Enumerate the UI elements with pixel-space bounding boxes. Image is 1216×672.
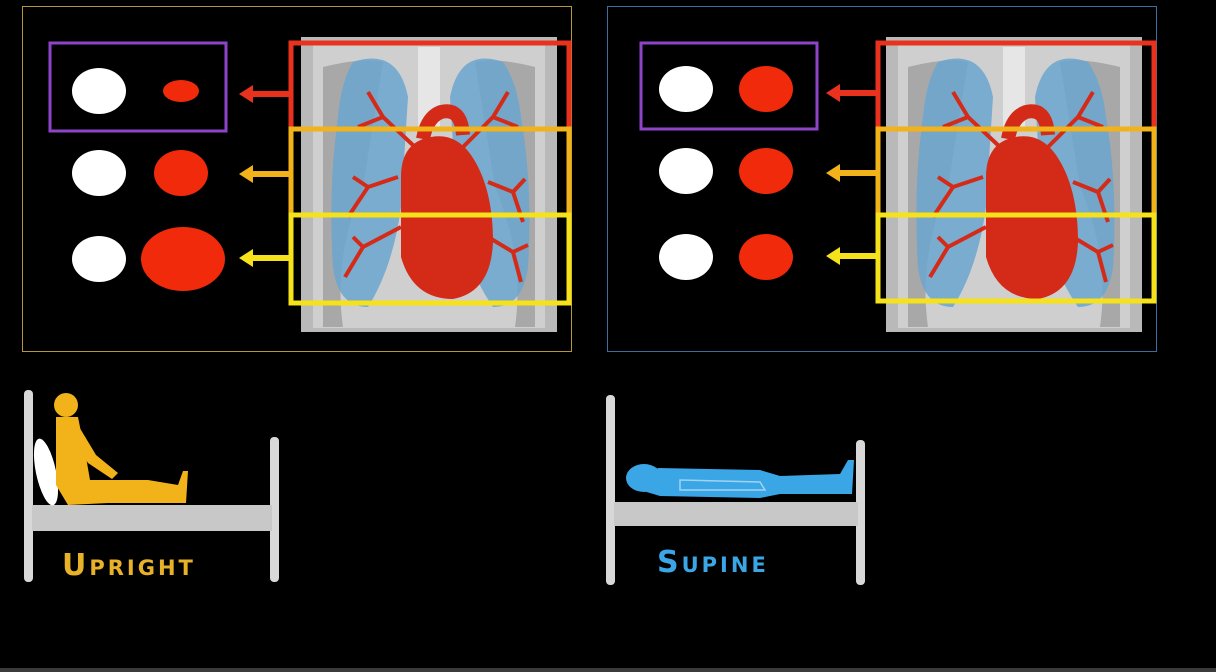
arrow-left-icon	[239, 85, 289, 103]
alveolus-top	[72, 68, 126, 114]
alveolus-middle	[659, 148, 713, 194]
supine-label: Supine	[657, 545, 769, 580]
upright-bed-figure	[24, 390, 279, 582]
selection-box	[639, 41, 819, 131]
arrow-left-icon	[826, 247, 876, 265]
vessel-middle	[154, 150, 208, 196]
chest-xray-icon	[301, 37, 557, 332]
alveolus-bottom	[72, 236, 126, 282]
bed-icon	[24, 390, 279, 582]
arrow-left-icon	[239, 165, 289, 183]
vessel-bottom	[739, 234, 793, 280]
pillow-icon	[33, 438, 59, 506]
vessel-top	[163, 80, 199, 102]
alveolus-top	[659, 66, 713, 112]
alveolus-middle	[72, 150, 126, 196]
zone-bottom-box	[288, 212, 572, 306]
zone-bottom-box	[875, 212, 1157, 304]
upright-diagram	[48, 37, 572, 332]
arrow-left-icon	[826, 84, 876, 102]
supine-patient-icon	[626, 460, 854, 498]
vessel-bottom	[141, 227, 225, 291]
upright-panel	[22, 6, 572, 352]
supine-diagram	[639, 37, 1157, 332]
vessel-top	[739, 66, 793, 112]
upright-patient-icon	[54, 393, 188, 505]
chest-xray-icon	[886, 37, 1142, 332]
upright-label: Upright	[62, 548, 196, 583]
selection-box	[48, 41, 228, 133]
bottom-bar	[0, 668, 1216, 672]
alveolus-bottom	[659, 234, 713, 280]
supine-panel	[607, 6, 1157, 352]
bed-icon	[606, 395, 865, 585]
arrow-left-icon	[239, 249, 289, 267]
supine-bed-figure	[606, 395, 865, 585]
arrow-left-icon	[826, 164, 876, 182]
vessel-middle	[739, 148, 793, 194]
